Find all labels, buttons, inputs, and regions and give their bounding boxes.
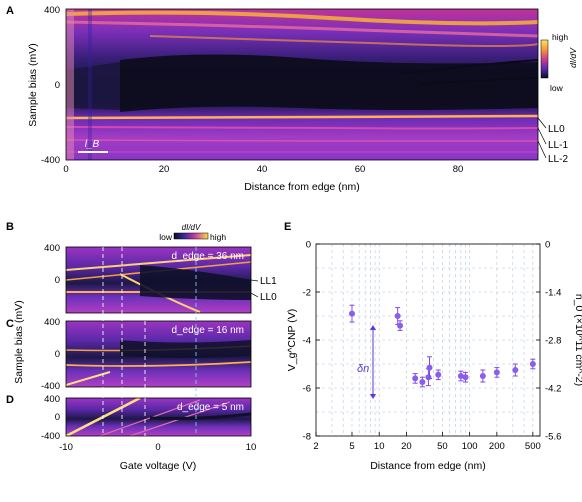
y2-tick-label: -4.2 [545, 384, 561, 395]
panel-e-ticks: 2 5 10 20 50 100 200 500 0 -2 -4 -6 -8 0 -1.4 -2.8 -4.2 -… [303, 240, 562, 453]
y2-tick-label: -1.4 [545, 288, 561, 299]
colorbar-b [173, 232, 209, 240]
panel-a-map [66, 9, 538, 160]
panel-e-label: E [284, 221, 291, 233]
ll-label-0: LL0 [548, 124, 565, 135]
colorbar-b-label: dI/dV [182, 223, 201, 232]
data-point [462, 374, 469, 381]
data-point [419, 379, 426, 385]
panel-d-ytick: 400 [44, 394, 60, 405]
panel-d-ytick: -400 [41, 431, 60, 442]
annotation-d: d_edge = 5 nm [177, 402, 244, 413]
panel-a-xtick: 20 [159, 164, 170, 175]
panel-a-xtick: 80 [453, 164, 464, 175]
data-point [512, 367, 519, 373]
panel-e-ylabel-left: V_g^CNP (V) [286, 309, 298, 372]
panel-d-xtick: 10 [246, 442, 257, 453]
x-tick-label: 100 [462, 441, 478, 452]
y2-tick-label: -2.8 [545, 336, 561, 347]
ll-label-minus2: LL-2 [548, 154, 568, 165]
panel-e: E 2 5 10 20 50 100 200 500 0 -2 -4 -6 -8 0 -1.4 -2.8 -4.… [284, 221, 582, 472]
y-tick-label: 0 [306, 240, 311, 251]
panel-c-ytick: 0 [55, 349, 60, 360]
data-point [348, 310, 355, 317]
panel-c-label: C [6, 318, 14, 330]
ll-label-0-b: LL0 [260, 292, 277, 303]
panel-d-ytick: 0 [55, 412, 60, 423]
panel-b-label: B [6, 221, 14, 233]
colorbar-b-low: low [159, 232, 173, 242]
x-tick-label: 10 [374, 441, 385, 452]
scale-bar-label: l_B [85, 139, 100, 150]
panel-a-ytick: 400 [44, 5, 60, 16]
panel-e-frame [315, 243, 541, 437]
panel-d-map [66, 398, 251, 436]
gate-dashed-lines [102, 247, 197, 436]
data-point [394, 313, 401, 319]
x-tick-label: 5 [349, 441, 354, 452]
x-tick-label: 500 [525, 441, 541, 452]
panel-a-ylabel: Sample bias (mV) [27, 43, 39, 126]
colorbar-a-low: low [550, 83, 564, 93]
panel-a: A l_B 400 0 -400 [6, 5, 578, 193]
data-point [479, 373, 486, 379]
panel-e-xlabel: Distance from edge (nm) [370, 460, 486, 472]
y2-tick-label: -5.6 [545, 432, 561, 443]
y-tick-label: -6 [303, 384, 311, 395]
y-tick-label: -8 [303, 432, 311, 443]
x-tick-label: 20 [401, 441, 412, 452]
data-point [457, 373, 464, 379]
panel-a-xtick: 40 [257, 164, 268, 175]
ll-label-minus1: LL-1 [548, 140, 568, 151]
panel-a-xtick: 0 [63, 164, 68, 175]
panel-a-ytick: -400 [41, 155, 60, 166]
panel-e-points [348, 304, 536, 388]
panel-a-xlabel: Distance from edge (nm) [244, 181, 360, 193]
data-point [397, 322, 404, 329]
panel-bcd-ylabel: Sample bias (mV) [13, 300, 25, 383]
y-tick-label: -4 [303, 336, 311, 347]
data-point [425, 374, 432, 381]
colorbar-a-label: dI/dV [568, 47, 578, 68]
y2-tick-label: 0 [545, 240, 550, 251]
panel-d-label: D [6, 394, 14, 406]
x-tick-label: 200 [489, 441, 505, 452]
y-tick-label: -2 [303, 288, 311, 299]
panel-a-ytick: 0 [55, 80, 60, 91]
annotation-c: d_edge = 16 nm [171, 325, 244, 336]
panel-c-ytick: -400 [41, 381, 60, 392]
panel-a-xtick: 60 [355, 164, 366, 175]
data-point [435, 371, 442, 378]
panel-b-ytick: 400 [44, 243, 60, 254]
panel-e-grid [316, 243, 540, 437]
data-point [529, 361, 536, 367]
panel-a-label: A [6, 5, 14, 17]
data-point [493, 369, 500, 376]
panel-c-ytick: 400 [44, 317, 60, 328]
panel-bcd-xlabel: Gate voltage (V) [120, 460, 196, 472]
x-tick-label: 2 [313, 441, 318, 452]
ll-label-1-b: LL1 [260, 276, 277, 287]
panel-b-ytick: 0 [55, 275, 60, 286]
panel-e-ylabel-right: n_0 (×10^11 cm^-2) [573, 294, 582, 386]
x-tick-label: 50 [437, 441, 448, 452]
delta-n-label: δn [357, 363, 369, 375]
data-point [426, 364, 433, 371]
colorbar-a-high: high [552, 32, 568, 42]
data-point [412, 375, 419, 382]
colorbar-a [540, 39, 549, 79]
panel-d-xtick: 0 [155, 442, 160, 453]
colorbar-b-high: high [210, 232, 226, 242]
panel-d-xtick: -10 [59, 442, 73, 453]
panel-b-map [66, 247, 251, 313]
panel-bcd: B C D low high dI/dV d_edge = 36 nm d_ed… [6, 221, 277, 472]
annotation-b: d_edge = 36 nm [171, 251, 244, 262]
